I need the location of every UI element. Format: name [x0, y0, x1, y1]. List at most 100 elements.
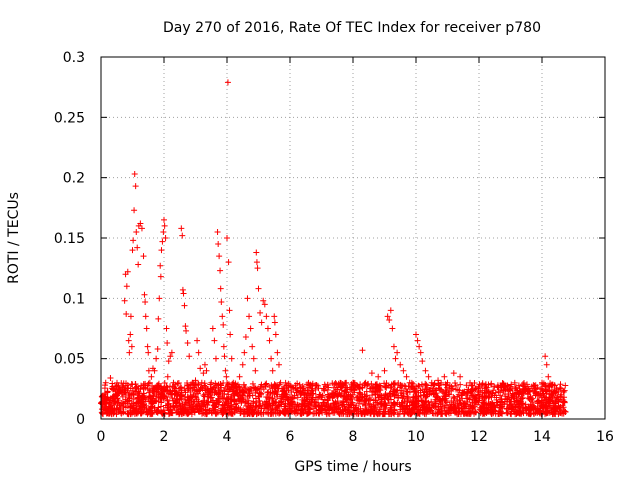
data-point — [249, 343, 256, 350]
band-point — [423, 398, 430, 405]
data-point — [165, 358, 172, 365]
data-point — [132, 183, 139, 190]
band-point — [478, 407, 485, 414]
data-point — [219, 313, 226, 320]
data-point — [264, 325, 271, 332]
band-point — [391, 406, 398, 413]
data-point — [223, 373, 230, 380]
band-point — [229, 410, 236, 417]
data-point — [441, 373, 448, 380]
band-point — [116, 405, 123, 412]
band-point — [336, 382, 343, 389]
band-point — [246, 387, 253, 394]
band-point — [510, 407, 517, 414]
data-point — [368, 370, 375, 377]
band-point — [244, 393, 251, 400]
data-point — [124, 268, 131, 275]
band-point — [140, 384, 147, 391]
band-point — [211, 389, 218, 396]
band-point — [498, 384, 505, 391]
band-point — [447, 404, 454, 411]
band-point — [547, 380, 554, 387]
band-point — [181, 408, 188, 415]
x-tick-labels: 0 2 4 6 8 10 12 14 16 — [97, 429, 614, 445]
data-point — [253, 259, 260, 266]
data-point — [384, 313, 391, 320]
data-point — [494, 382, 501, 389]
data-point — [155, 315, 162, 322]
data-point — [183, 327, 190, 334]
band-point — [535, 407, 542, 414]
band-point — [225, 396, 232, 403]
band-point — [489, 390, 496, 397]
data-point — [201, 361, 208, 368]
band-point — [138, 399, 145, 406]
data-point — [263, 313, 270, 320]
data-point — [154, 346, 161, 353]
band-point — [462, 408, 469, 415]
band-point — [377, 410, 384, 417]
band-point — [222, 398, 229, 405]
y-tick-label: 0.2 — [63, 171, 85, 187]
band-point — [408, 384, 415, 391]
band-point — [423, 388, 430, 395]
band-point — [256, 402, 263, 409]
band-point — [372, 381, 379, 388]
data-point — [141, 291, 148, 298]
band-point — [556, 384, 563, 391]
band-point — [395, 392, 402, 399]
band-point — [120, 389, 127, 396]
band-point — [164, 396, 171, 403]
band-point — [489, 400, 496, 407]
band-point — [249, 392, 256, 399]
data-point — [170, 379, 177, 386]
band-point — [154, 409, 161, 416]
data-point — [331, 391, 338, 398]
band-point — [268, 409, 275, 416]
band-point — [369, 392, 376, 399]
band-point — [398, 403, 405, 410]
band-point — [180, 407, 187, 414]
band-point — [111, 409, 118, 416]
band-point — [405, 383, 412, 390]
data-point — [532, 382, 539, 389]
y-tick-label: 0.3 — [63, 50, 85, 66]
data-point — [260, 297, 267, 304]
band-point — [464, 395, 471, 402]
band-point — [487, 381, 494, 388]
data-point — [200, 370, 207, 377]
data-point — [163, 325, 170, 332]
band-point — [386, 391, 393, 398]
data-point — [167, 353, 174, 360]
band-point — [521, 380, 528, 387]
band-point — [305, 409, 312, 416]
data-point — [146, 379, 153, 386]
band-point — [386, 408, 393, 415]
band-point — [174, 409, 181, 416]
band-point — [543, 390, 550, 397]
data-point — [144, 343, 151, 350]
band-point — [289, 400, 296, 407]
band-point — [128, 381, 135, 388]
data-point — [162, 235, 169, 241]
band-point — [401, 405, 408, 412]
band-point — [185, 385, 192, 392]
band-point — [130, 391, 137, 398]
data-point — [343, 389, 350, 396]
band-point — [410, 404, 417, 411]
data-point — [194, 337, 201, 344]
band-point — [499, 399, 506, 406]
y-tick-label: 0.15 — [54, 231, 85, 247]
band-point — [266, 384, 273, 391]
band-point — [155, 394, 162, 401]
band-point — [284, 397, 291, 404]
band-point — [357, 381, 364, 388]
data-point — [428, 379, 435, 386]
data-point — [148, 373, 155, 380]
band-point — [194, 390, 201, 397]
band-point — [509, 390, 516, 397]
band-point — [455, 410, 462, 417]
band-point — [554, 405, 561, 412]
band-point — [373, 399, 380, 406]
y-tick-label: 0.05 — [54, 352, 85, 368]
